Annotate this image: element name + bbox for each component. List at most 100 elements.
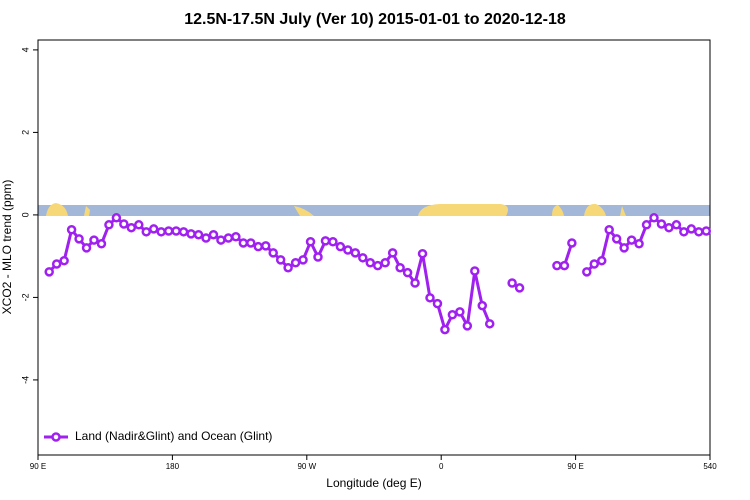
y-axis-label: XCO2 - MLO trend (ppm) xyxy=(0,180,14,315)
data-point xyxy=(253,241,264,252)
data-point xyxy=(126,222,137,233)
x-tick-label: 180 xyxy=(166,462,180,471)
data-point xyxy=(596,255,607,266)
data-point xyxy=(104,220,114,230)
x-tick-label: 90 W xyxy=(297,462,316,471)
chart-title: 12.5N-17.5N July (Ver 10) 2015-01-01 to … xyxy=(184,11,566,28)
data-point xyxy=(223,233,234,243)
data-point xyxy=(626,235,637,245)
data-point xyxy=(268,248,278,258)
data-point xyxy=(275,255,286,265)
data-point xyxy=(74,234,84,244)
data-point xyxy=(372,260,383,271)
data-point xyxy=(96,239,107,249)
data-point xyxy=(425,293,435,303)
y-tick-label: 4 xyxy=(20,47,30,52)
data-point xyxy=(462,321,473,331)
data-point xyxy=(51,259,62,269)
data-point xyxy=(171,226,181,236)
y-tick-label: 2 xyxy=(20,130,30,135)
data-point xyxy=(410,278,420,288)
data-point xyxy=(231,232,241,242)
data-point xyxy=(313,252,323,262)
data-point xyxy=(477,300,488,311)
data-point xyxy=(634,239,644,249)
data-point xyxy=(589,259,600,269)
data-point xyxy=(387,248,398,258)
data-point xyxy=(611,234,622,244)
x-tick-label: 0 xyxy=(439,462,444,471)
data-point xyxy=(641,220,652,230)
data-point xyxy=(320,236,331,246)
data-point xyxy=(417,248,428,259)
data-point xyxy=(193,229,204,240)
data-point xyxy=(365,258,376,268)
data-point xyxy=(238,238,249,248)
data-point xyxy=(582,267,592,277)
data-point xyxy=(484,319,495,329)
data-point xyxy=(470,266,480,276)
data-point xyxy=(432,298,443,309)
data-point xyxy=(514,283,525,293)
data-point xyxy=(156,227,166,237)
data-point xyxy=(328,236,338,247)
data-point xyxy=(59,255,69,266)
data-point xyxy=(507,278,517,288)
plot-frame xyxy=(37,39,711,456)
data-point xyxy=(656,219,667,229)
data-point xyxy=(679,227,689,237)
data-point xyxy=(604,225,614,235)
data-point xyxy=(201,233,211,243)
y-tick-label: -2 xyxy=(20,293,30,301)
land-ocean-strip xyxy=(38,203,710,216)
data-point xyxy=(134,220,144,230)
data-point xyxy=(440,324,450,335)
data-point xyxy=(246,238,256,248)
legend-label: Land (Nadir&Glint) and Ocean (Glint) xyxy=(75,429,272,443)
data-point xyxy=(148,224,159,234)
data-point xyxy=(216,235,226,245)
data-point xyxy=(208,229,219,240)
data-point xyxy=(44,267,54,277)
data-point xyxy=(701,226,712,236)
data-point xyxy=(455,307,465,317)
data-point xyxy=(686,224,697,234)
y-tick-label: -4 xyxy=(20,376,30,384)
data-point xyxy=(619,243,629,253)
data-point xyxy=(305,236,316,247)
data-point xyxy=(380,258,390,268)
y-tick-label: 0 xyxy=(20,212,30,217)
x-axis-label: Longitude (deg E) xyxy=(326,476,421,490)
data-point xyxy=(567,238,577,248)
data-point xyxy=(447,309,458,320)
data-point xyxy=(81,243,92,253)
data-point xyxy=(178,227,189,237)
data-point xyxy=(119,219,129,229)
x-tick-label: 540 xyxy=(703,462,717,471)
data-point xyxy=(141,227,152,237)
data-point xyxy=(283,262,293,273)
x-tick-label: 90 E xyxy=(567,462,583,471)
data-point xyxy=(335,241,346,252)
data-point xyxy=(89,235,99,245)
data-point xyxy=(402,267,413,278)
data-point xyxy=(395,262,405,273)
data-point xyxy=(671,220,682,230)
data-point xyxy=(290,258,301,268)
data-point xyxy=(163,226,174,236)
data-point xyxy=(350,248,361,258)
data-point xyxy=(111,213,122,223)
data-point xyxy=(66,225,77,235)
data-point xyxy=(358,253,368,263)
data-point xyxy=(694,227,704,237)
x-tick-label: 90 E xyxy=(30,462,46,471)
data-point xyxy=(559,260,570,271)
data-point xyxy=(664,222,674,233)
data-point xyxy=(186,229,196,239)
legend-marker xyxy=(51,432,61,442)
data-point xyxy=(649,213,659,223)
data-point xyxy=(552,260,562,271)
data-point xyxy=(260,241,271,251)
data-point xyxy=(298,255,308,265)
